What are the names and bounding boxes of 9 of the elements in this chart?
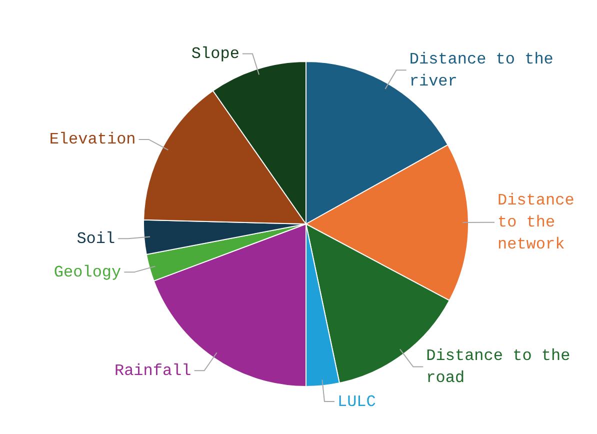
slice-label: Rainfall bbox=[114, 362, 192, 380]
slice-label: Distance to the river bbox=[409, 50, 554, 90]
slice-label: Slope bbox=[191, 44, 240, 63]
slice-label: Soil bbox=[76, 230, 116, 248]
slice-label: Geology bbox=[54, 263, 122, 282]
slice-label: Distance to the network bbox=[497, 192, 574, 254]
slice-label: Elevation bbox=[49, 130, 136, 149]
slice-label: LULC bbox=[337, 392, 376, 411]
slice-label: Distance to the road bbox=[426, 346, 570, 387]
